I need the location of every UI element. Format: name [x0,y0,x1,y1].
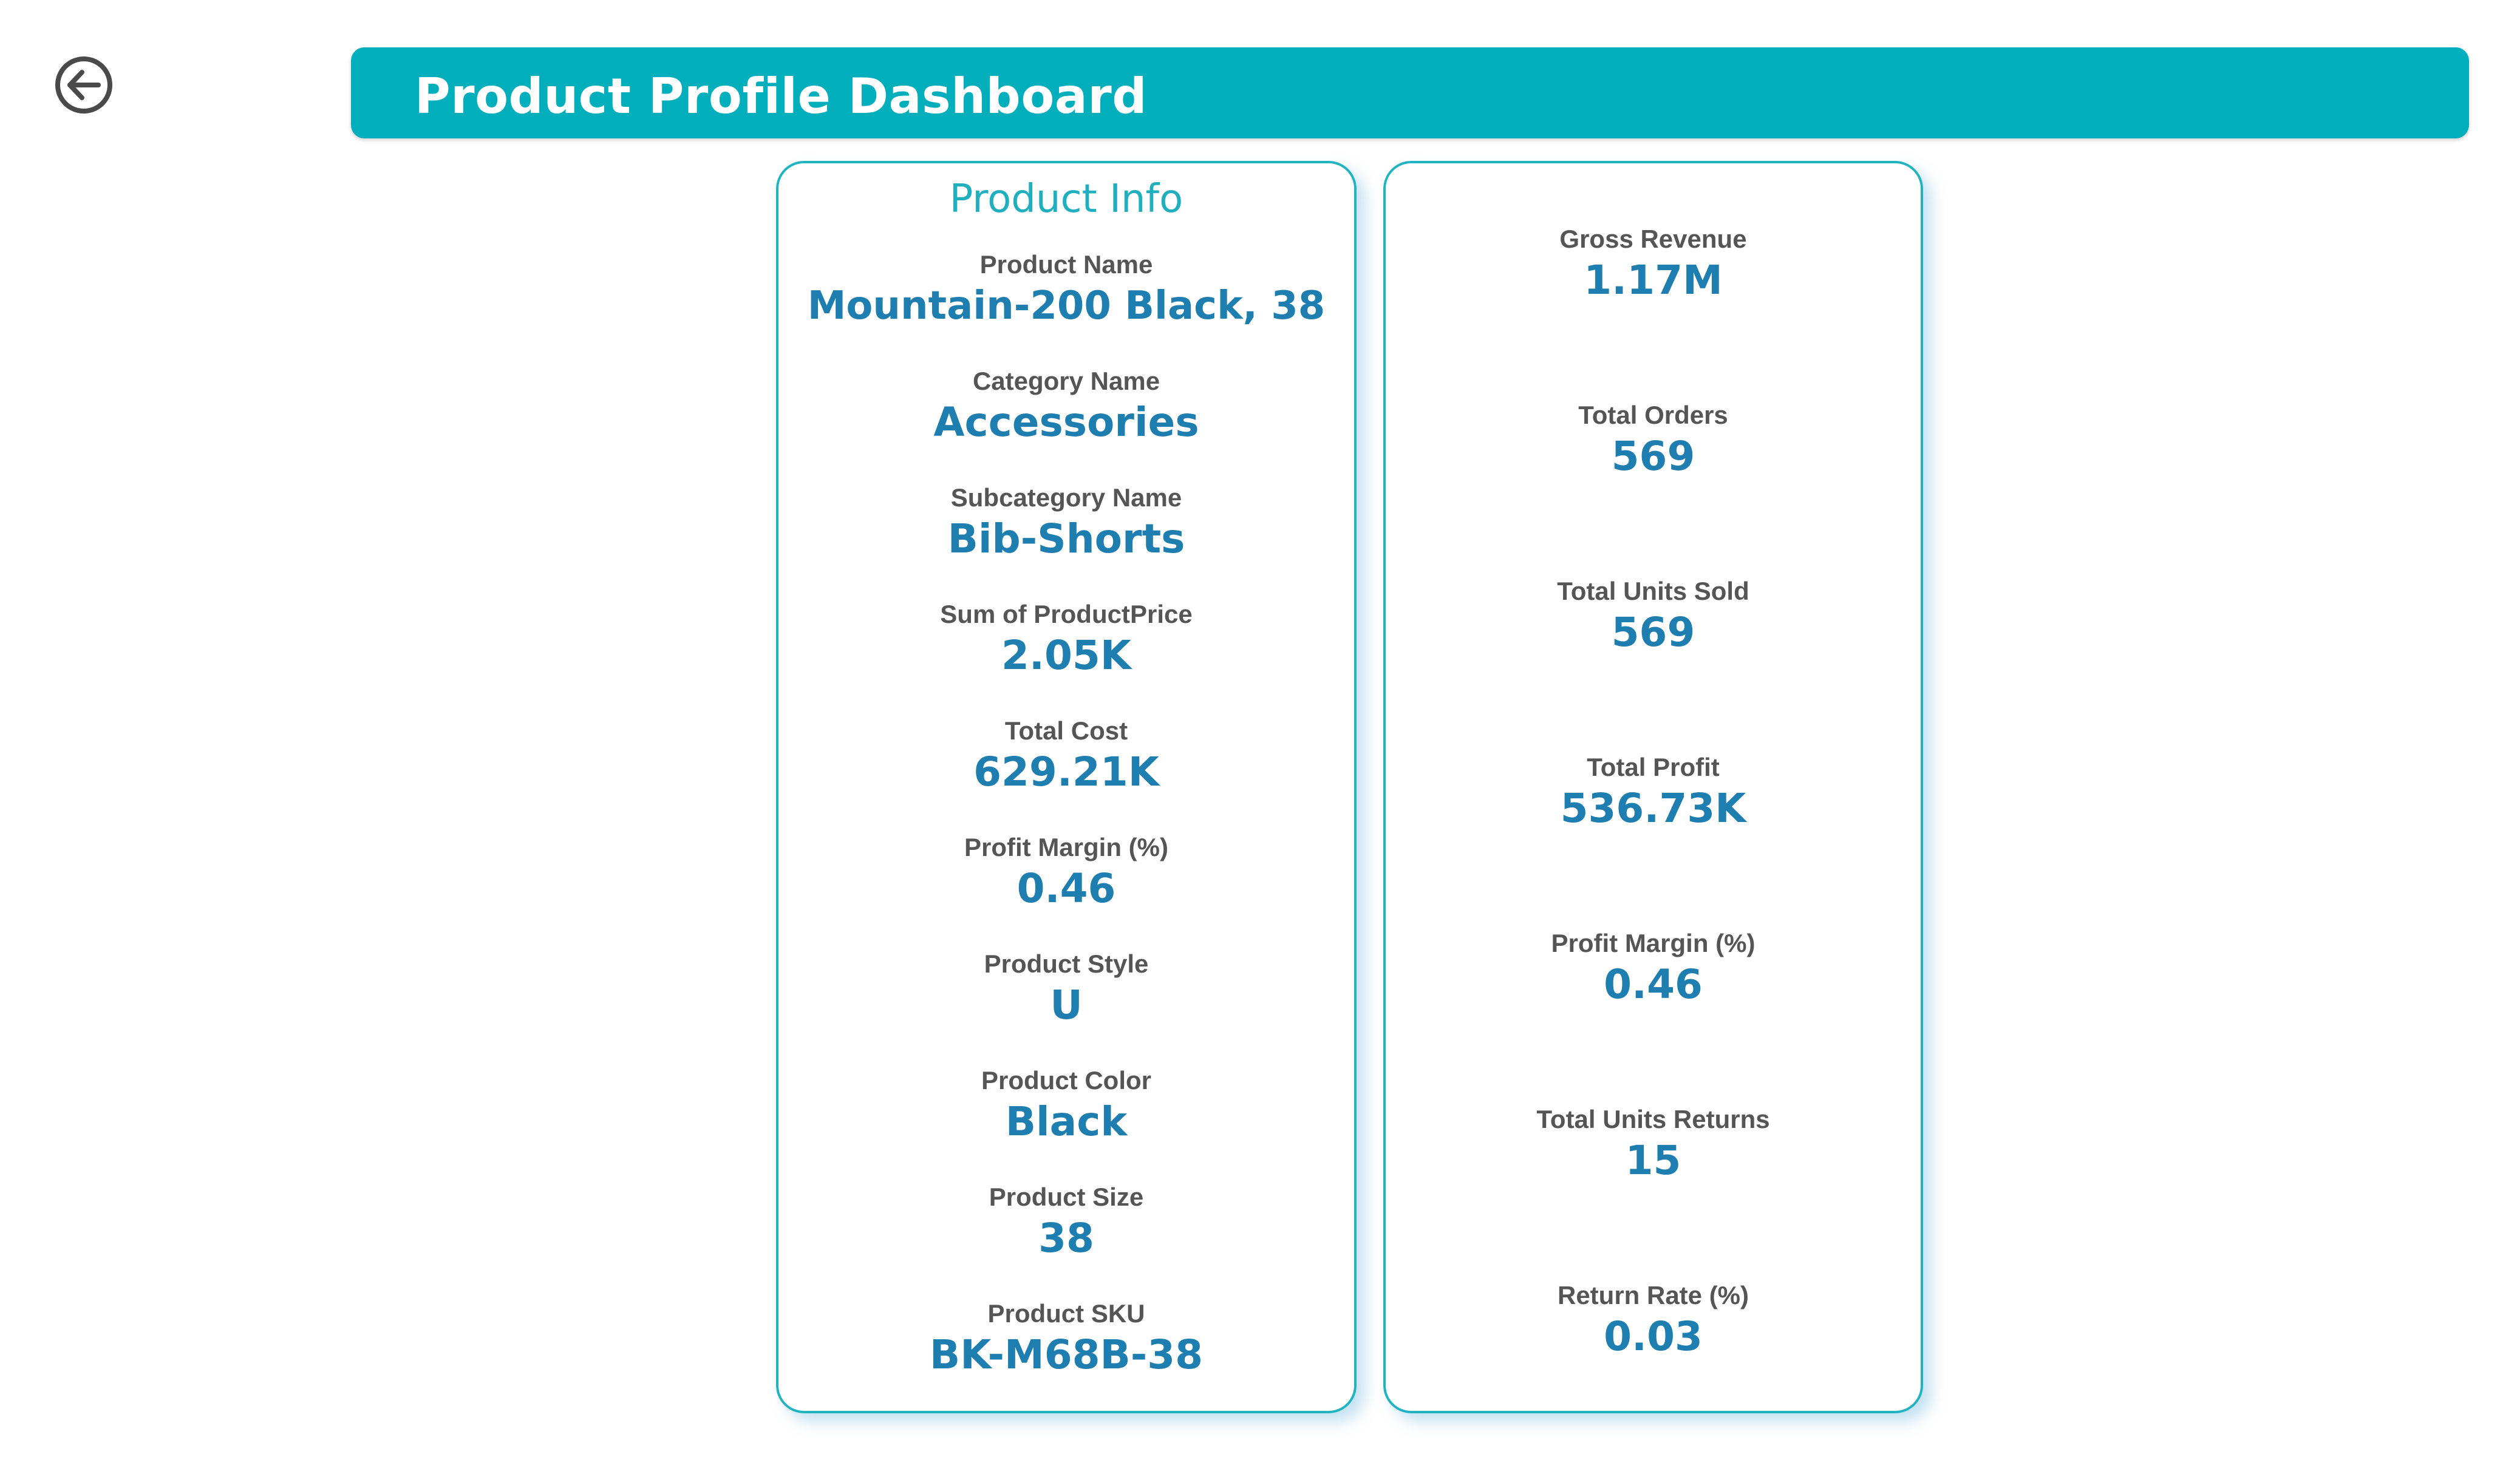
metric-value: 629.21K [973,749,1159,795]
metric-label: Product Name [979,250,1153,279]
metric-value: 0.46 [1604,961,1703,1008]
metric-value: Bib-Shorts [947,515,1185,562]
total-units-sold-metric: Total Units Sold 569 [1386,576,1921,659]
metric-value: 38 [1038,1215,1094,1262]
product-info-card: Product Info Product Name Mountain-200 B… [776,161,1357,1413]
metric-value: 1.17M [1584,257,1723,304]
metric-label: Profit Margin (%) [1551,929,1755,957]
profit-margin-metric: Profit Margin (%) 0.46 [778,832,1354,915]
back-button[interactable] [53,55,114,115]
subcategory-name-metric: Subcategory Name Bib-Shorts [778,483,1354,565]
metric-value: 2.05K [1001,632,1131,679]
header-banner: Product Profile Dashboard [351,47,2469,138]
product-color-metric: Product Color Black [778,1065,1354,1148]
metric-value: U [1050,982,1083,1028]
product-style-metric: Product Style U [778,949,1354,1031]
metric-value: 0.03 [1604,1313,1703,1360]
total-cost-metric: Total Cost 629.21K [778,716,1354,798]
arrow-left-circle-icon [55,56,112,114]
total-orders-metric: Total Orders 569 [1386,400,1921,483]
page-title: Product Profile Dashboard [415,68,1147,124]
product-name-metric: Product Name Mountain-200 Black, 38 [778,250,1354,332]
product-info-title: Product Info [949,177,1183,222]
metric-value: 0.46 [1017,865,1116,912]
metric-label: Product Size [989,1183,1144,1211]
metric-label: Return Rate (%) [1557,1281,1749,1309]
metric-label: Total Units Returns [1536,1105,1770,1133]
total-units-returns-metric: Total Units Returns 15 [1386,1104,1921,1187]
metric-value: BK-M68B-38 [929,1331,1204,1378]
metric-label: Gross Revenue [1559,225,1747,253]
metric-label: Profit Margin (%) [964,833,1168,861]
metric-value: Black [1005,1098,1128,1145]
product-sku-metric: Product SKU BK-M68B-38 [778,1299,1354,1381]
metric-label: Product Style [984,949,1149,978]
metric-label: Total Cost [1004,716,1128,745]
return-rate-metric: Return Rate (%) 0.03 [1386,1280,1921,1363]
profit-margin-metric: Profit Margin (%) 0.46 [1386,928,1921,1011]
metric-value: 569 [1611,609,1695,656]
metric-value: Accessories [933,399,1199,446]
metric-label: Product SKU [987,1299,1145,1328]
metric-label: Product Color [981,1066,1151,1095]
metric-label: Category Name [972,367,1160,395]
kpi-card: Gross Revenue 1.17M Total Orders 569 Tot… [1383,161,1923,1413]
metric-value: Mountain-200 Black, 38 [807,284,1326,328]
metric-value: 15 [1625,1137,1681,1184]
metric-label: Total Profit [1587,753,1720,781]
category-name-metric: Category Name Accessories [778,366,1354,449]
metric-label: Subcategory Name [950,483,1182,512]
sum-product-price-metric: Sum of ProductPrice 2.05K [778,599,1354,682]
metric-label: Sum of ProductPrice [940,600,1193,628]
metric-label: Total Orders [1578,401,1728,429]
total-profit-metric: Total Profit 536.73K [1386,752,1921,835]
metric-value: 536.73K [1560,785,1746,832]
product-size-metric: Product Size 38 [778,1182,1354,1265]
metric-value: 569 [1611,433,1695,480]
gross-revenue-metric: Gross Revenue 1.17M [1386,224,1921,307]
metric-label: Total Units Sold [1557,577,1749,605]
